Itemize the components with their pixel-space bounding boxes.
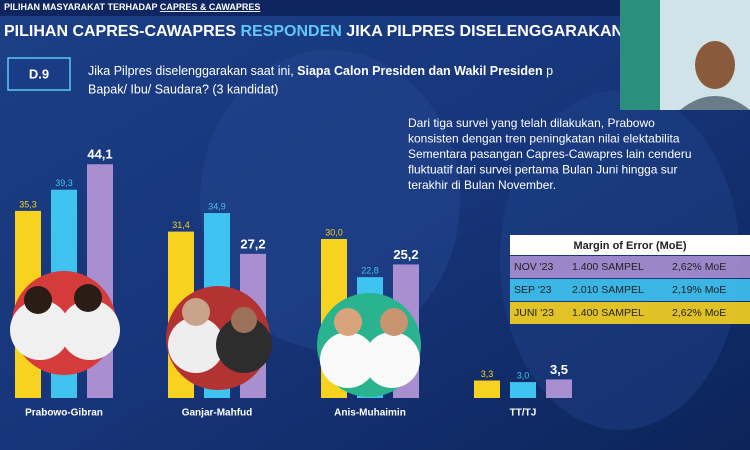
moe-cell: 2.010 SAMPEL [572,284,644,296]
photo [182,298,210,326]
bar [474,380,500,398]
question-bold: Siapa Calon Presiden dan Wakil Presiden [297,64,542,78]
moe-row-bg [510,302,750,324]
header-strip [0,0,750,16]
description-line: fluktuatif dari survei pertama Bulan Jun… [408,163,677,177]
question-text: Jika Pilpres diselenggarakan saat ini, [88,64,294,78]
moe-title: Margin of Error (MoE) [573,240,686,252]
category-label: Anis-Muhaimin [334,408,406,419]
photo [24,286,52,314]
moe-cell: 1.400 SAMPEL [572,261,644,273]
question-tail: p [546,64,553,78]
value-label: 3,3 [481,369,494,379]
webcam [620,0,750,110]
value-label: 34,9 [208,201,226,211]
candidate-photos [10,271,421,397]
question-line1: Jika Pilpres diselenggarakan saat ini, S… [88,64,553,78]
title-part: JIKA PILPRES DISELENGGARAKAN [346,23,623,40]
moe-cell: 2,62% MoE [672,261,726,273]
photo [334,308,362,336]
photo [320,332,376,388]
moe-cell: 1.400 SAMPEL [572,307,644,319]
moe-cell: 2,62% MoE [672,307,726,319]
webcam-person [680,96,750,110]
value-label: 25,2 [393,247,418,262]
description-line: Sementara pasangan Capres-Cawapres lain … [408,147,692,161]
category-label: Ganjar-Mahfud [182,408,253,419]
webcam-bg [620,0,660,110]
photo [380,308,408,336]
value-label: 44,1 [87,147,112,162]
value-label: 22,8 [361,266,379,276]
bar [510,382,536,398]
question-code: D.9 [29,66,49,81]
moe-row-bg [510,256,750,278]
moe-header-bg [510,235,750,255]
title-part: PILIHAN CAPRES-CAWAPRES [4,23,236,40]
question-box [7,57,71,91]
webcam-person [695,41,735,89]
photo [74,284,102,312]
legend-label: SEP '23 [514,284,552,296]
title: PILIHAN CAPRES-CAWAPRES RESPONDEN JIKA P… [4,23,623,40]
category-label: TT/TJ [510,408,537,419]
category-labels: Prabowo-Gibran Ganjar-Mahfud Anis-Muhaimin… [25,408,536,419]
kicker-highlight: CAPRES & CAWAPRES [160,2,261,12]
category-label: Prabowo-Gibran [25,408,103,419]
photo [216,317,272,373]
photo [168,317,224,373]
value-label: 39,3 [55,178,73,188]
kicker: PILIHAN MASYARAKAT TERHADAP CAPRES & CAW… [4,2,260,12]
legend-label: NOV '23 [514,261,554,273]
photo [60,300,120,360]
question-line2: Bapak/ Ibu/ Saudara? (3 kandidat) [88,82,278,96]
title-part: RESPONDEN [240,23,341,40]
photo [10,300,70,360]
description-line: terakhir di Bulan November. [408,178,556,192]
moe-cell: 2,19% MoE [672,284,726,296]
value-label: 3,0 [517,370,530,380]
value-label: 35,3 [19,199,37,209]
kicker-text: PILIHAN MASYARAKAT TERHADAP [4,2,158,12]
bar [546,379,572,398]
photo [231,307,257,333]
value-label: 31,4 [172,220,190,230]
description-line: konsisten dengan tren peningkatan nilai … [408,132,680,146]
description-line: Dari tiga survei yang telah dilakukan, P… [408,116,655,130]
value-label: 3,5 [550,362,568,377]
value-label: 30,0 [325,227,343,237]
value-label: 27,2 [240,236,265,251]
description: Dari tiga survei yang telah dilakukan, P… [408,116,692,192]
legend-label: JUNI '23 [514,307,554,319]
photo [364,332,420,388]
moe-table: Margin of Error (MoE) NOV '23 1.400 SAMPEL… [510,235,750,324]
moe-row-bg [510,279,750,301]
